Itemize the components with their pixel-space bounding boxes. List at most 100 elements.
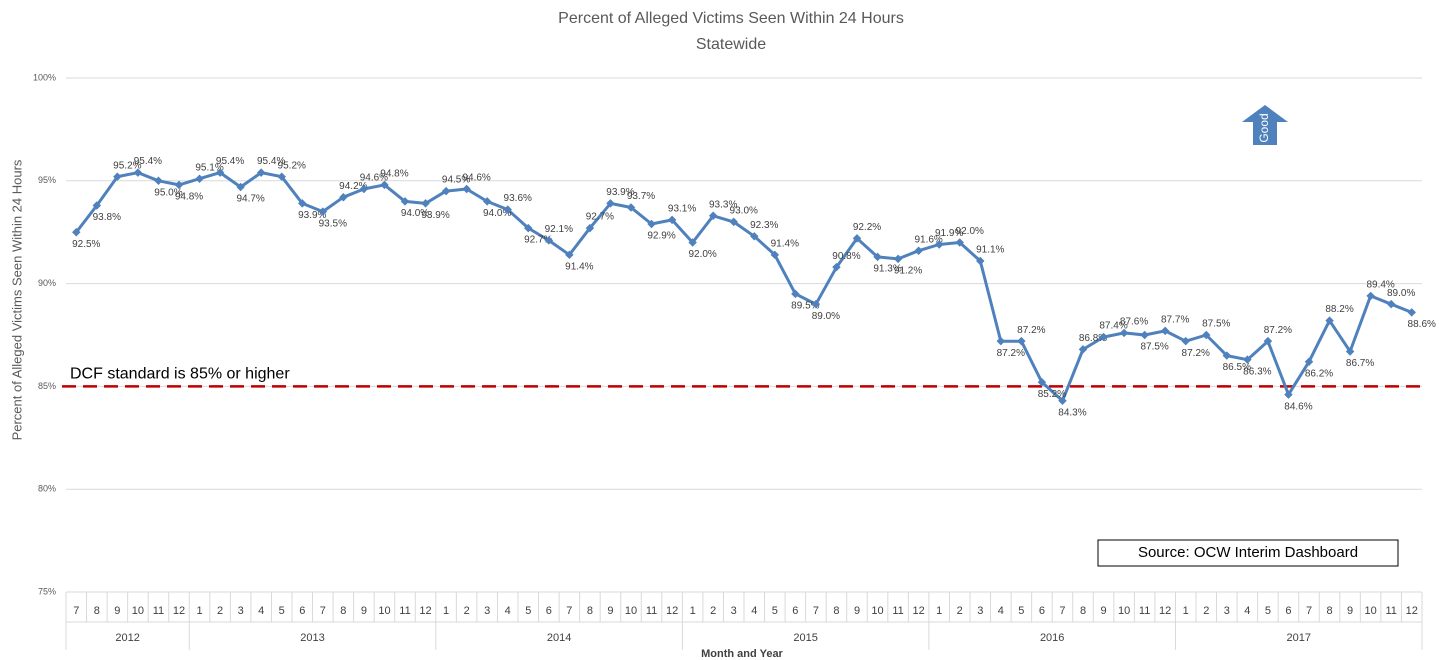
y-tick-label: 85% (38, 381, 56, 391)
x-group-label: 2012 (115, 632, 139, 644)
x-tick-label: 8 (833, 605, 839, 617)
x-tick-label: 9 (854, 605, 860, 617)
data-label: 91.9% (935, 228, 963, 239)
data-point (1366, 291, 1375, 301)
data-label: 94.0% (483, 208, 511, 219)
x-tick-label: 1 (443, 605, 449, 617)
x-tick-label: 11 (892, 605, 903, 617)
x-tick-label: 5 (525, 605, 531, 617)
data-label: 86.5% (1223, 362, 1251, 373)
x-tick-label: 10 (625, 605, 637, 617)
data-point (1160, 326, 1170, 336)
data-label: 87.5% (1140, 342, 1168, 353)
x-tick-label: 5 (1018, 605, 1024, 617)
data-label: 91.6% (914, 234, 942, 245)
data-point (832, 262, 841, 272)
x-tick-label: 11 (646, 605, 657, 617)
data-label: 92.1% (545, 224, 573, 235)
data-point (976, 256, 985, 266)
data-label: 91.4% (771, 238, 799, 249)
data-point (1243, 355, 1252, 364)
data-label: 91.4% (565, 261, 593, 272)
x-tick-label: 9 (114, 605, 120, 617)
data-label: 93.9% (606, 187, 634, 198)
data-label: 87.4% (1099, 321, 1127, 332)
data-point (462, 184, 471, 194)
x-tick-label: 4 (258, 605, 264, 617)
x-group-label: 2016 (1040, 632, 1064, 644)
data-point (236, 182, 245, 192)
data-point (1140, 330, 1149, 340)
data-label: 88.2% (1325, 304, 1353, 315)
data-label: 95.4% (216, 156, 244, 167)
data-point (482, 197, 492, 206)
data-label: 87.7% (1161, 315, 1189, 326)
data-label: 87.2% (1264, 325, 1292, 336)
x-tick-label: 10 (132, 605, 144, 617)
data-label: 93.9% (421, 210, 449, 221)
data-point (791, 289, 800, 299)
x-group-label: 2015 (793, 632, 817, 644)
x-tick-label: 1 (690, 605, 696, 617)
data-label: 94.2% (339, 181, 367, 192)
y-tick-label: 80% (38, 484, 56, 494)
data-label: 89.0% (1387, 288, 1415, 299)
x-tick-label: 2 (217, 605, 223, 617)
data-label: 94.6% (462, 173, 490, 184)
x-tick-label: 3 (1224, 605, 1230, 617)
chart-subtitle: Statewide (696, 36, 766, 53)
x-tick-label: 10 (378, 605, 390, 617)
data-point (1222, 351, 1232, 360)
data-label: 93.9% (298, 210, 326, 221)
y-tick-label: 90% (38, 278, 56, 288)
x-tick-label: 12 (1406, 605, 1418, 617)
data-line (75, 171, 1413, 403)
data-label: 84.6% (1284, 401, 1312, 412)
x-tick-label: 10 (871, 605, 883, 617)
x-tick-label: 12 (666, 605, 678, 617)
data-point (441, 186, 451, 196)
x-tick-label: 7 (73, 605, 79, 617)
data-point (195, 174, 204, 183)
data-label: 86.8% (1079, 333, 1107, 344)
data-label: 93.8% (93, 212, 121, 223)
data-label: 92.0% (688, 249, 716, 260)
data-label: 95.2% (113, 160, 141, 171)
data-label: 86.3% (1243, 366, 1271, 377)
data-point (914, 246, 923, 255)
x-tick-label: 1 (196, 605, 202, 617)
x-tick-label: 5 (772, 605, 778, 617)
data-label: 93.3% (709, 199, 737, 210)
data-label: 91.3% (873, 264, 901, 275)
reference-label: DCF standard is 85% or higher (70, 366, 290, 383)
x-tick-label: 10 (1365, 605, 1377, 617)
data-point (380, 180, 389, 190)
x-tick-label: 2 (1203, 605, 1209, 617)
good-arrow: Good (1242, 105, 1288, 145)
data-point (174, 180, 184, 190)
data-point (400, 197, 410, 206)
data-label: 95.1% (195, 162, 223, 173)
x-tick-label: 4 (751, 605, 757, 617)
x-tick-label: 9 (361, 605, 367, 617)
data-point (1345, 347, 1355, 356)
data-point (72, 227, 81, 237)
data-label: 93.5% (319, 218, 347, 229)
data-point (811, 299, 821, 309)
data-point (1284, 390, 1293, 399)
x-tick-label: 11 (1385, 605, 1396, 617)
data-label: 94.8% (175, 192, 203, 203)
x-tick-label: 3 (977, 605, 983, 617)
data-point (1099, 332, 1108, 342)
source-text: Source: OCW Interim Dashboard (1138, 544, 1358, 561)
data-label: 91.2% (894, 266, 922, 277)
data-label: 87.6% (1120, 317, 1148, 328)
data-label: 93.0% (730, 206, 758, 217)
data-label: 92.0% (956, 226, 984, 237)
data-point (1202, 330, 1211, 340)
x-tick-label: 10 (1118, 605, 1130, 617)
data-point (113, 172, 122, 181)
data-point (298, 199, 307, 208)
data-point (359, 184, 369, 194)
x-tick-label: 9 (607, 605, 613, 617)
